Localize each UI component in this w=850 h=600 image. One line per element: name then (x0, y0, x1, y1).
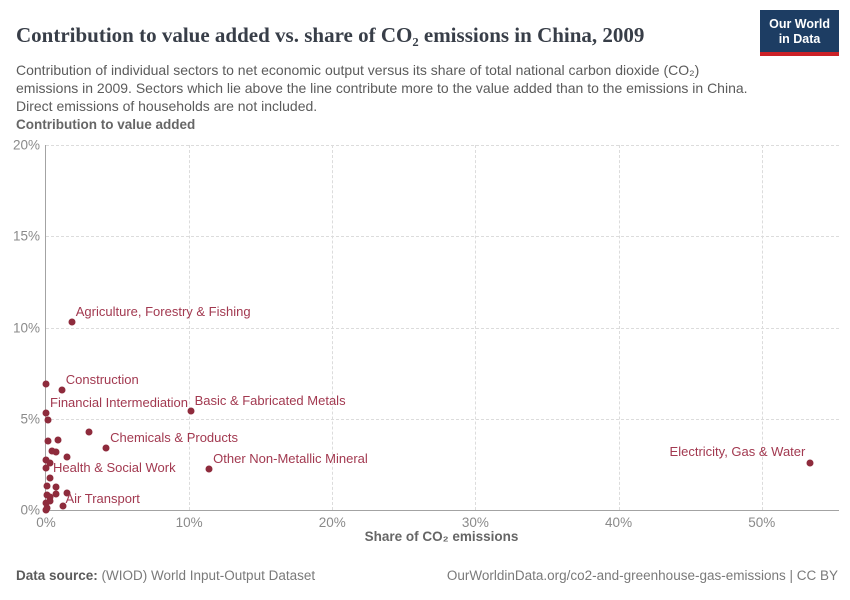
x-tick-label: 10% (175, 515, 203, 530)
gridline-y (46, 327, 839, 329)
x-tick-label: 20% (318, 515, 346, 530)
data-point (52, 490, 60, 498)
owid-logo-line1: Our World (769, 17, 830, 31)
data-point (205, 465, 213, 473)
data-point (54, 436, 62, 444)
data-source-value: (WIOD) World Input-Output Dataset (97, 568, 316, 583)
data-point (42, 499, 50, 507)
data-point (806, 459, 814, 467)
y-tick-label: 0% (20, 502, 40, 518)
data-point-label: Health & Social Work (53, 460, 176, 476)
y-axis-title: Contribution to value added (16, 117, 196, 132)
data-point (48, 447, 56, 455)
data-point (46, 493, 54, 501)
y-tick-label: 5% (20, 411, 40, 427)
data-point (46, 459, 54, 467)
data-point (42, 380, 50, 388)
data-point (52, 483, 60, 491)
data-point-label: Construction (65, 372, 139, 388)
data-point (42, 409, 50, 417)
x-tick-label: 40% (605, 515, 633, 530)
gridline-x (189, 145, 191, 510)
data-point (59, 502, 67, 510)
data-point (63, 489, 71, 497)
data-point (63, 453, 71, 461)
gridline-x (618, 145, 620, 510)
data-point (44, 416, 52, 424)
y-tick-label: 15% (12, 228, 40, 244)
data-source: Data source: (WIOD) World Input-Output D… (16, 568, 315, 583)
data-source-label: Data source: (16, 568, 98, 583)
data-point (43, 482, 51, 490)
data-point-label: Chemicals & Products (110, 429, 238, 445)
x-axis-title: Share of CO₂ emissions (364, 529, 519, 544)
data-point-label: Financial Intermediation (50, 395, 189, 411)
data-point-label: Electricity, Gas & Water (669, 443, 806, 459)
chart-title: Contribution to value added vs. share of… (16, 23, 645, 48)
data-point (52, 448, 60, 456)
owid-logo-line2: in Data (778, 32, 821, 46)
data-point (43, 491, 51, 499)
data-point-label: Air Transport (65, 490, 140, 506)
owid-logo: Our World in Data (760, 10, 839, 56)
gridline-y (46, 418, 839, 420)
footer-attribution: OurWorldinData.org/co2-and-greenhouse-ga… (446, 568, 838, 583)
data-point (85, 428, 93, 436)
data-point-label: Other Non-Metallic Mineral (213, 450, 368, 466)
data-point-label: Basic & Fabricated Metals (194, 393, 346, 409)
plot-area: 0% 5% 10% 15% 20% 0% 10% 20% 30% 40% 50% Agricultur… (13, 138, 839, 530)
data-point (58, 386, 66, 394)
data-point (187, 407, 195, 415)
x-tick-label: 30% (461, 515, 489, 530)
data-point (102, 444, 110, 452)
data-point (42, 464, 50, 472)
gridline-y (46, 236, 839, 238)
data-point (42, 506, 50, 514)
x-tick-label: 50% (748, 515, 776, 530)
x-tick-label: 0% (36, 515, 56, 530)
data-point (68, 318, 76, 326)
chart-subtitle: Contribution of individual sectors to ne… (16, 62, 748, 115)
y-tick-label: 10% (12, 320, 40, 335)
data-point (46, 474, 54, 482)
data-point (44, 437, 52, 445)
gridline-x (332, 145, 334, 510)
data-point (42, 456, 50, 464)
y-tick-label: 20% (12, 137, 40, 153)
gridline-x (761, 145, 763, 510)
data-point (46, 497, 54, 505)
gridline-x (475, 145, 477, 510)
gridline-y (46, 145, 839, 146)
data-point-label: Agriculture, Forestry & Fishing (75, 304, 251, 320)
